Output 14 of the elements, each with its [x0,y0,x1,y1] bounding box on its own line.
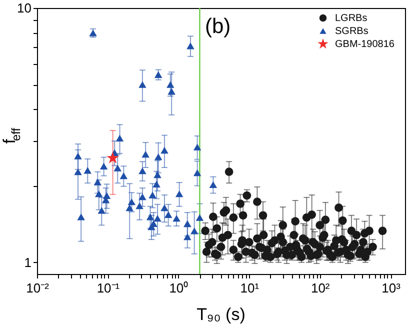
x-tick-label: 10⁻¹ [96,280,120,296]
y-tick-label: 10 [17,0,32,16]
annotation: (b) [205,15,231,38]
x-axis-title: T₉₀ (s) [196,305,246,324]
legend-label: LGRBs [335,13,368,24]
x-tick-label: 10⁻² [26,280,50,296]
x-tick-label: 10² [310,280,330,296]
legend-label: SGRBs [335,26,368,37]
x-tick-label: 10¹ [240,280,260,296]
legend-label: GBM-190816 [335,39,395,50]
y-axis-title: feff [0,127,23,144]
x-tick-label: 10⁰ [169,280,189,296]
x-tick-label: 10³ [382,280,402,296]
y-tick-label: 1 [24,254,32,270]
